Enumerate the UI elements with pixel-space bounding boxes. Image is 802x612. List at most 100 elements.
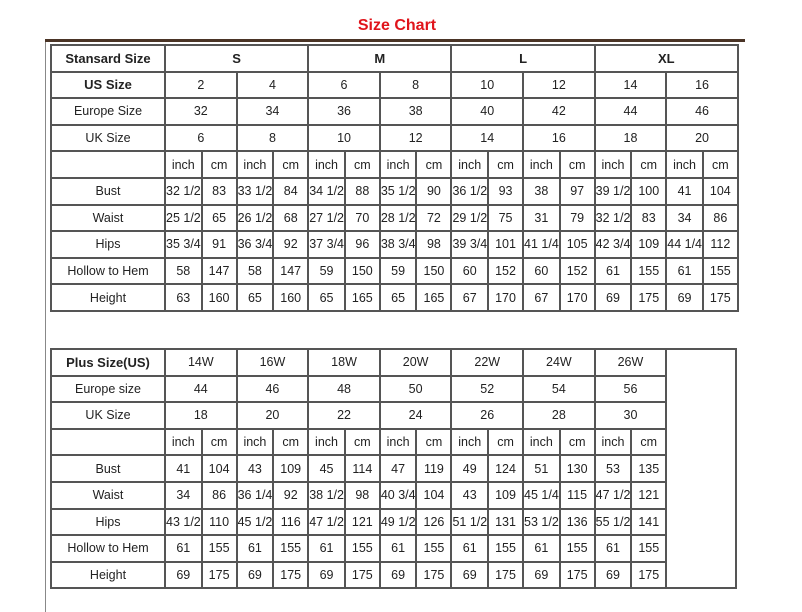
measurement-value: 155: [701, 256, 739, 286]
measurement-value: 105: [558, 230, 596, 259]
measurement-value: 90: [415, 176, 453, 206]
measurement-value: 65: [378, 283, 418, 312]
table-row: Waist 34 86 36 1/4 92 38 1/2 98 40 3/4 104 43 109 4…: [50, 480, 736, 510]
measurement-value: 72: [415, 203, 453, 233]
size-value: 46: [235, 374, 310, 404]
measurement-value: 41: [665, 176, 704, 206]
measurement-value: 45 1/4: [522, 480, 561, 510]
table-row: Hollow to Hem 58 147 58 147 59 150 59 150 60 152 60…: [50, 256, 739, 286]
unit-label: inch: [164, 427, 203, 457]
measurement-value: 53 1/2: [522, 507, 561, 537]
table-row: Europe size 44 46 48 50 52 54 56: [50, 374, 736, 404]
unit-label: cm: [200, 150, 238, 179]
measurement-value: 67: [522, 283, 561, 312]
measurement-value: 155: [630, 534, 668, 563]
unit-label: cm: [701, 150, 739, 179]
size-value: 16: [665, 70, 739, 100]
size-group-l: L: [450, 44, 596, 73]
size-value: 54: [522, 374, 596, 404]
measurement-value: 98: [343, 480, 381, 510]
size-value: 6: [307, 70, 381, 100]
unit-label: inch: [235, 150, 275, 179]
size-value: 30: [593, 401, 668, 430]
measurement-value: 114: [343, 454, 381, 483]
measurement-label: Bust: [50, 176, 166, 206]
size-value: 24: [378, 401, 453, 430]
measurement-value: 41: [164, 454, 203, 483]
measurement-value: 69: [378, 560, 418, 590]
measurement-value: 92: [272, 480, 310, 510]
divider: [45, 42, 46, 612]
size-value: 10: [450, 70, 525, 100]
size-value: 12: [522, 70, 596, 100]
unit-label: cm: [272, 427, 310, 457]
measurement-label: Hips: [50, 230, 166, 259]
measurement-value: 121: [630, 480, 668, 510]
measurement-value: 49: [450, 454, 490, 483]
measurement-value: 93: [487, 176, 525, 206]
measurement-value: 61: [307, 534, 346, 563]
measurement-value: 175: [200, 560, 238, 590]
measurement-value: 109: [630, 230, 668, 259]
measurement-value: 160: [200, 283, 238, 312]
measurement-label: Hollow to Hem: [50, 534, 166, 563]
table-row: inch cm inch cm inch cm inch cm inch cm inch cm inch…: [50, 150, 739, 179]
measurement-value: 69: [665, 283, 704, 312]
measurement-value: 61: [522, 534, 561, 563]
measurement-value: 35 3/4: [164, 230, 203, 259]
measurement-value: 147: [200, 256, 238, 286]
size-group-m: M: [307, 44, 453, 73]
size-value: 4: [235, 70, 310, 100]
measurement-value: 65: [200, 203, 238, 233]
plus-size-16w: 16W: [235, 348, 310, 377]
unit-label: inch: [378, 150, 418, 179]
measurement-label: Waist: [50, 480, 166, 510]
measurement-value: 101: [487, 230, 525, 259]
measurement-value: 59: [378, 256, 418, 286]
size-group-s: S: [163, 44, 310, 73]
measurement-value: 61: [593, 534, 633, 563]
measurement-value: 60: [450, 256, 490, 286]
measurement-value: 175: [630, 560, 668, 590]
unit-label: inch: [235, 427, 275, 457]
size-value: 14: [593, 70, 668, 100]
measurement-value: 36 3/4: [235, 230, 275, 259]
measurement-value: 175: [343, 560, 381, 590]
measurement-value: 165: [415, 283, 453, 312]
measurement-value: 47 1/2: [593, 480, 633, 510]
measurement-value: 34: [164, 480, 203, 510]
size-value: 2: [164, 70, 238, 100]
measurement-value: 27 1/2: [307, 203, 346, 233]
measurement-value: 109: [487, 480, 525, 510]
measurement-value: 155: [343, 534, 381, 563]
unit-label: inch: [378, 427, 418, 457]
measurement-value: 69: [164, 560, 203, 590]
size-value: 56: [593, 374, 668, 404]
table-row: Height 63 160 65 160 65 165 65 165 67 170 67 170 69 17…: [50, 283, 739, 312]
measurement-value: 124: [487, 454, 525, 483]
measurement-value: 29 1/2: [450, 203, 490, 233]
measurement-value: 58: [164, 256, 203, 286]
measurement-value: 61: [378, 534, 418, 563]
measurement-value: 135: [630, 454, 668, 483]
measurement-value: 32 1/2: [593, 203, 633, 233]
measurement-value: 28 1/2: [378, 203, 418, 233]
measurement-value: 43 1/2: [164, 507, 203, 537]
unit-label: cm: [558, 427, 596, 457]
table-row: UK Size 6 8 10 12 14 16 18 20: [50, 123, 739, 153]
measurement-value: 155: [558, 534, 596, 563]
measurement-value: 96: [343, 230, 381, 259]
size-value: 20: [665, 123, 739, 153]
measurement-value: 170: [487, 283, 525, 312]
measurement-value: 147: [272, 256, 310, 286]
size-value: 20: [235, 401, 310, 430]
size-group-xl: XL: [593, 44, 739, 73]
measurement-value: 43: [235, 454, 275, 483]
measurement-value: 26 1/2: [235, 203, 275, 233]
measurement-value: 112: [701, 230, 739, 259]
table-row: inch cm inch cm inch cm inch cm inch cm inch cm inch…: [50, 427, 736, 457]
row-label: Europe size: [50, 374, 166, 404]
measurement-value: 65: [307, 283, 346, 312]
unit-label: cm: [415, 427, 453, 457]
measurement-value: 36 1/4: [235, 480, 275, 510]
